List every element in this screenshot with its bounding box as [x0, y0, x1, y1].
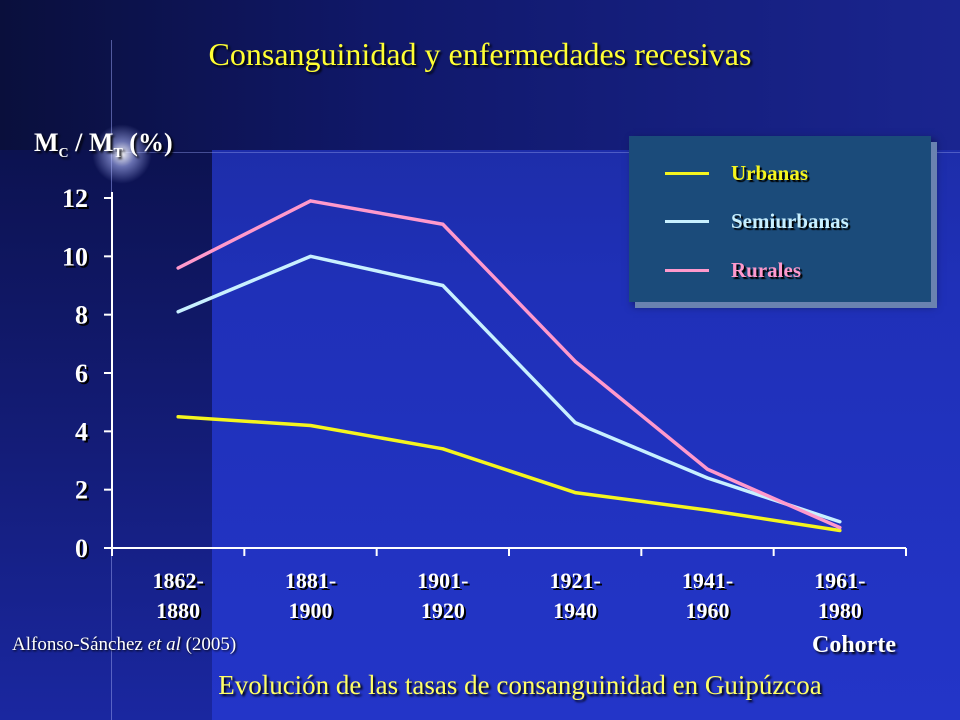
- data-point-semiurbanas: [309, 254, 312, 258]
- source-citation: Alfonso-Sánchez et al (2005): [12, 634, 236, 656]
- x-tick-label-shadow: 1961-: [816, 570, 867, 595]
- glow-sparkle-icon: [92, 124, 152, 184]
- x-axis-label: Cohorte: [812, 632, 896, 658]
- slide-title: Consanguinidad y enfermedades recesivas: [208, 36, 752, 72]
- y-tick-label: 0: [75, 534, 88, 563]
- x-tick-label-shadow: 1941-: [684, 570, 735, 595]
- x-tick-label: 1901-: [417, 568, 468, 593]
- data-point-rurales: [176, 266, 180, 270]
- data-point-rurales: [706, 467, 709, 471]
- x-tick-label: 1980: [818, 598, 862, 623]
- legend-swatch-urbanas: [665, 171, 709, 175]
- legend-item-rurales: Rurales: [665, 255, 801, 285]
- x-tick-label-shadow: 1901-: [419, 570, 470, 595]
- legend-item-semiurbanas: Semiurbanas: [665, 206, 849, 236]
- data-point-urbanas: [838, 529, 842, 532]
- x-tick-label: 1961-: [814, 568, 865, 593]
- y-tick-label: 10: [62, 242, 88, 271]
- x-tick-label: 1920: [421, 598, 465, 623]
- x-tick-label-shadow: 1880: [158, 600, 202, 625]
- decorative-horizontal-line: [111, 152, 960, 153]
- y-tick-label: 8: [75, 301, 88, 330]
- x-tick-label-shadow: 1980: [820, 600, 864, 625]
- y-axis-label-unit: (%): [122, 128, 173, 157]
- y-tick-label: 12: [62, 184, 88, 213]
- x-tick-label-shadow: 1920: [423, 600, 467, 625]
- data-point-rurales: [838, 526, 842, 530]
- data-point-semiurbanas: [441, 284, 445, 287]
- x-tick-label-shadow: 1940: [555, 600, 599, 625]
- y-tick-label-shadow: 6: [77, 361, 90, 390]
- y-tick-label: 6: [75, 359, 88, 388]
- data-point-urbanas: [573, 491, 577, 495]
- series-line-urbanas: [176, 415, 842, 533]
- x-tick-label: 1940: [553, 598, 597, 623]
- legend-swatch-rurales: [665, 268, 709, 272]
- data-point-urbanas: [706, 508, 709, 512]
- y-axis-label-sub1: C: [58, 146, 69, 162]
- data-point-urbanas: [176, 415, 180, 419]
- x-tick-label: 1960: [686, 598, 730, 623]
- x-tick-label-shadow: 1862-: [155, 570, 206, 595]
- background-left-band: [0, 150, 212, 720]
- x-tick-label: 1941-: [682, 568, 733, 593]
- data-point-rurales: [441, 222, 445, 226]
- legend-label-semiurbanas: Semiurbanas: [731, 208, 849, 233]
- y-axis-label-main: M: [34, 128, 59, 157]
- source-etal: et al: [147, 634, 181, 655]
- y-tick-label-shadow: 0: [77, 536, 90, 565]
- y-tick-label-shadow: 2: [77, 478, 90, 507]
- source-author: Alfonso-Sánchez: [12, 634, 148, 655]
- source-year: (2005): [180, 634, 237, 655]
- y-axis-label: MC / MT (%): [34, 128, 173, 162]
- slide-subtitle: Evolución de las tasas de consanguinidad…: [218, 670, 822, 700]
- legend-item-urbanas: Urbanas: [665, 158, 808, 188]
- y-tick-label-shadow: 8: [77, 303, 90, 332]
- series-line-semiurbanas: [176, 254, 842, 524]
- y-tick-label: 4: [75, 417, 88, 446]
- x-tick-label: 1880: [156, 598, 200, 623]
- x-tick-label: 1862-: [153, 568, 204, 593]
- data-point-semiurbanas: [706, 476, 709, 480]
- y-tick-label: 2: [75, 476, 88, 505]
- data-point-rurales: [309, 199, 312, 203]
- y-axis-label-mid: / M: [68, 128, 114, 157]
- data-point-semiurbanas: [573, 421, 577, 425]
- x-tick-label-shadow: 1900: [291, 600, 335, 625]
- data-point-urbanas: [309, 424, 312, 427]
- legend-label-rurales: Rurales: [731, 257, 801, 282]
- y-tick-label-shadow: 10: [64, 244, 90, 273]
- x-tick-label: 1900: [289, 598, 333, 623]
- data-point-rurales: [573, 359, 577, 363]
- legend-swatch-semiurbanas: [665, 219, 709, 223]
- background-top-band: [0, 0, 960, 150]
- x-tick-label: 1881-: [285, 568, 336, 593]
- data-point-urbanas: [441, 447, 445, 451]
- series-line-rurales: [176, 199, 842, 530]
- x-tick-label-shadow: 1960: [688, 600, 732, 625]
- y-tick-label-shadow: 12: [64, 186, 90, 215]
- data-point-semiurbanas: [176, 310, 180, 314]
- data-point-semiurbanas: [838, 520, 842, 524]
- y-axis-label-sub2: T: [113, 146, 123, 162]
- x-tick-label: 1921-: [550, 568, 601, 593]
- x-tick-label-shadow: 1881-: [287, 570, 338, 595]
- legend-label-urbanas: Urbanas: [731, 160, 809, 185]
- legend: Urbanas Semiurbanas Rurales: [629, 136, 931, 302]
- y-tick-label-shadow: 4: [77, 419, 90, 448]
- x-tick-label-shadow: 1921-: [552, 570, 603, 595]
